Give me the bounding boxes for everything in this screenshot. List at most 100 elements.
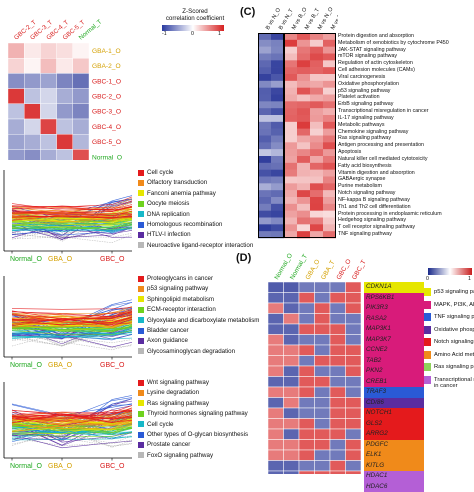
gene-colorbar-tick-low: 0 <box>426 276 429 283</box>
heatmap-cell <box>315 345 331 356</box>
legend-swatch <box>138 348 144 354</box>
heatmap-cell <box>271 115 284 122</box>
heatmap-cell <box>323 224 336 231</box>
x-tick-label: Normal_O <box>10 463 42 470</box>
legend-label: Axon guidance <box>147 337 188 344</box>
heatmap-cell <box>346 450 362 461</box>
category-label: Ras signaling pa <box>434 364 474 370</box>
legend-swatch <box>138 442 144 448</box>
legend-item: Cell cycle <box>138 420 173 429</box>
heatmap-cell <box>323 122 336 129</box>
category-item: Notch signaling p <box>424 338 474 346</box>
heatmap-cell <box>299 461 315 472</box>
heatmap-cell <box>330 282 346 293</box>
legend-swatch <box>138 400 144 406</box>
heatmap-cell <box>258 60 271 67</box>
heatmap-cell <box>346 335 362 346</box>
pathway-label: Protein processing in endoplasmic reticu… <box>338 211 474 218</box>
heatmap-cell <box>310 47 323 54</box>
heatmap-cell <box>315 293 331 304</box>
heatmap-cell <box>40 134 56 149</box>
x-tick-label: GBC_O <box>100 362 125 369</box>
heatmap-cell <box>315 324 331 335</box>
row-label: GBC-3_O <box>92 109 121 116</box>
heatmap-cell <box>297 60 310 67</box>
legend-swatch <box>138 276 144 282</box>
legend-item: DNA replication <box>138 210 190 219</box>
heatmap-cell <box>297 101 310 108</box>
heatmap-cell <box>310 224 323 231</box>
heatmap-cell <box>284 211 297 218</box>
pathway-label: Natural killer cell mediated cytotoxicit… <box>338 156 474 163</box>
legend-swatch <box>138 242 144 248</box>
heatmap-cell <box>284 366 300 377</box>
heatmap-cell <box>268 461 284 472</box>
heatmap-cell <box>8 149 24 160</box>
heatmap-cell <box>346 408 362 419</box>
legend-swatch <box>138 421 144 427</box>
heatmap-cell <box>268 345 284 356</box>
heatmap-cell <box>258 101 271 108</box>
heatmap-cell <box>297 218 310 225</box>
heatmap-cell <box>284 129 297 136</box>
heatmap-cell <box>310 177 323 184</box>
heatmap-cell <box>268 282 284 293</box>
heatmap-cell <box>8 89 24 104</box>
heatmap-cell <box>310 60 323 67</box>
panel-letter-c: (C) <box>240 6 255 18</box>
gene-label: CREB1 <box>364 377 424 388</box>
heatmap-cell <box>258 95 271 102</box>
heatmap-cell <box>310 190 323 197</box>
heatmap-cell <box>297 40 310 47</box>
heatmap-cell <box>310 197 323 204</box>
heatmap-cell <box>258 204 271 211</box>
heatmap-cell <box>284 190 297 197</box>
heatmap-cell <box>284 81 297 88</box>
heatmap-cell <box>258 142 271 149</box>
heatmap-cell <box>258 47 271 54</box>
heatmap-cell <box>297 129 310 136</box>
gene-label: RASA2 <box>364 314 424 325</box>
legend-swatch <box>138 211 144 217</box>
heatmap-cell <box>315 440 331 451</box>
heatmap-cell <box>323 101 336 108</box>
heatmap-cell <box>73 58 89 73</box>
heatmap-cell <box>271 156 284 163</box>
heatmap-cell <box>271 129 284 136</box>
legend-item: Glycosaminoglycan degradation <box>138 347 235 356</box>
heatmap-cell <box>299 282 315 293</box>
pathway-label: ErbB signaling pathway <box>338 101 474 108</box>
heatmap-cell <box>284 108 297 115</box>
pathway-label: Platelet activation <box>338 94 474 101</box>
heatmap-cell <box>297 170 310 177</box>
heatmap-cell <box>346 324 362 335</box>
heatmap-cell <box>310 136 323 143</box>
heatmap-cell <box>284 149 297 156</box>
heatmap-cell <box>315 429 331 440</box>
x-tick-label: Normal_O <box>10 362 42 369</box>
heatmap-cell <box>284 293 300 304</box>
heatmap-cell <box>40 43 56 58</box>
heatmap-cell <box>323 218 336 225</box>
heatmap-cell <box>271 183 284 190</box>
heatmap-cell <box>268 324 284 335</box>
heatmap-cell <box>284 163 297 170</box>
heatmap-cell <box>271 108 284 115</box>
heatmap-cell <box>258 156 271 163</box>
heatmap-cell <box>268 440 284 451</box>
heatmap-cell <box>310 211 323 218</box>
legend-item: Lysine degradation <box>138 388 199 397</box>
legend-item: Homologous recombination <box>138 220 222 229</box>
heatmap-cell <box>258 218 271 225</box>
pathway-label: Viral carcinogenesis <box>338 74 474 81</box>
heatmap-cell <box>271 88 284 95</box>
legend-swatch <box>138 180 144 186</box>
heatmap-cell <box>271 74 284 81</box>
pathway-label: Hedgehog signaling pathway <box>338 217 474 224</box>
heatmap-cell <box>73 119 89 134</box>
heatmap-cell <box>346 398 362 409</box>
heatmap-cell <box>310 95 323 102</box>
heatmap-cell <box>40 104 56 119</box>
heatmap-cell <box>346 366 362 377</box>
